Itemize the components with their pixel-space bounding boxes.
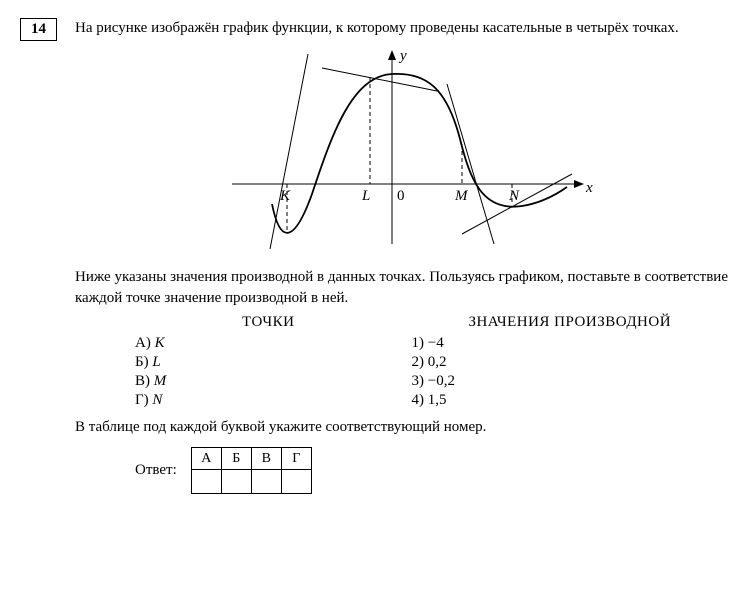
answer-label: Ответ: <box>135 462 177 479</box>
function-curve <box>272 74 567 233</box>
intro-text: На рисунке изображён график функции, к к… <box>75 18 728 38</box>
answer-input-cell[interactable] <box>191 470 221 494</box>
axis-label: L <box>361 188 370 204</box>
option-number: 4) <box>412 392 428 408</box>
values-option: 2) 0,2 <box>412 354 729 371</box>
answer-input-cell[interactable] <box>281 470 311 494</box>
answer-table: АБВГ <box>191 447 312 494</box>
answer-header-cell: Г <box>281 448 311 470</box>
function-graph: y x 0 K L M N <box>202 44 602 254</box>
option-value: 0,2 <box>428 354 447 370</box>
answer-header-cell: Б <box>221 448 251 470</box>
axis-label: y <box>398 48 407 64</box>
option-number: 2) <box>412 354 428 370</box>
answer-header-cell: А <box>191 448 221 470</box>
values-option: 1) −4 <box>412 335 729 352</box>
option-point-label: L <box>152 354 160 370</box>
points-option: А) K <box>135 335 402 352</box>
points-option: Г) N <box>135 392 402 409</box>
answer-header-cell: В <box>251 448 281 470</box>
axis-label: x <box>585 180 593 196</box>
values-title: ЗНАЧЕНИЯ ПРОИЗВОДНОЙ <box>412 314 729 331</box>
answer-input-cell[interactable] <box>221 470 251 494</box>
option-letter: Г) <box>135 392 152 408</box>
axis-label: M <box>454 188 469 204</box>
answer-input-cell[interactable] <box>251 470 281 494</box>
points-title: ТОЧКИ <box>135 314 402 331</box>
option-point-label: M <box>154 373 167 389</box>
axis-label: K <box>279 188 291 204</box>
values-option: 3) −0,2 <box>412 373 729 390</box>
question-number: 14 <box>20 18 57 41</box>
tangent-line <box>322 68 437 91</box>
figure: y x 0 K L M N <box>75 44 728 259</box>
values-list: 1) −42) 0,23) −0,24) 1,5 <box>412 335 729 409</box>
axis-label: 0 <box>397 188 405 204</box>
axis-label: N <box>508 188 520 204</box>
option-letter: В) <box>135 373 154 389</box>
option-letter: А) <box>135 335 155 351</box>
option-point-label: N <box>152 392 162 408</box>
option-value: −0,2 <box>428 373 455 389</box>
points-option: В) M <box>135 373 402 390</box>
after-figure-text: Ниже указаны значения производной в данн… <box>75 267 728 308</box>
option-point-label: K <box>155 335 165 351</box>
tangent-line <box>462 174 572 234</box>
option-value: −4 <box>428 335 444 351</box>
points-option: Б) L <box>135 354 402 371</box>
option-value: 1,5 <box>428 392 447 408</box>
values-option: 4) 1,5 <box>412 392 729 409</box>
option-number: 3) <box>412 373 428 389</box>
table-instruction: В таблице под каждой буквой укажите соот… <box>75 417 728 437</box>
points-list: А) KБ) LВ) MГ) N <box>135 335 402 409</box>
option-number: 1) <box>412 335 428 351</box>
option-letter: Б) <box>135 354 152 370</box>
